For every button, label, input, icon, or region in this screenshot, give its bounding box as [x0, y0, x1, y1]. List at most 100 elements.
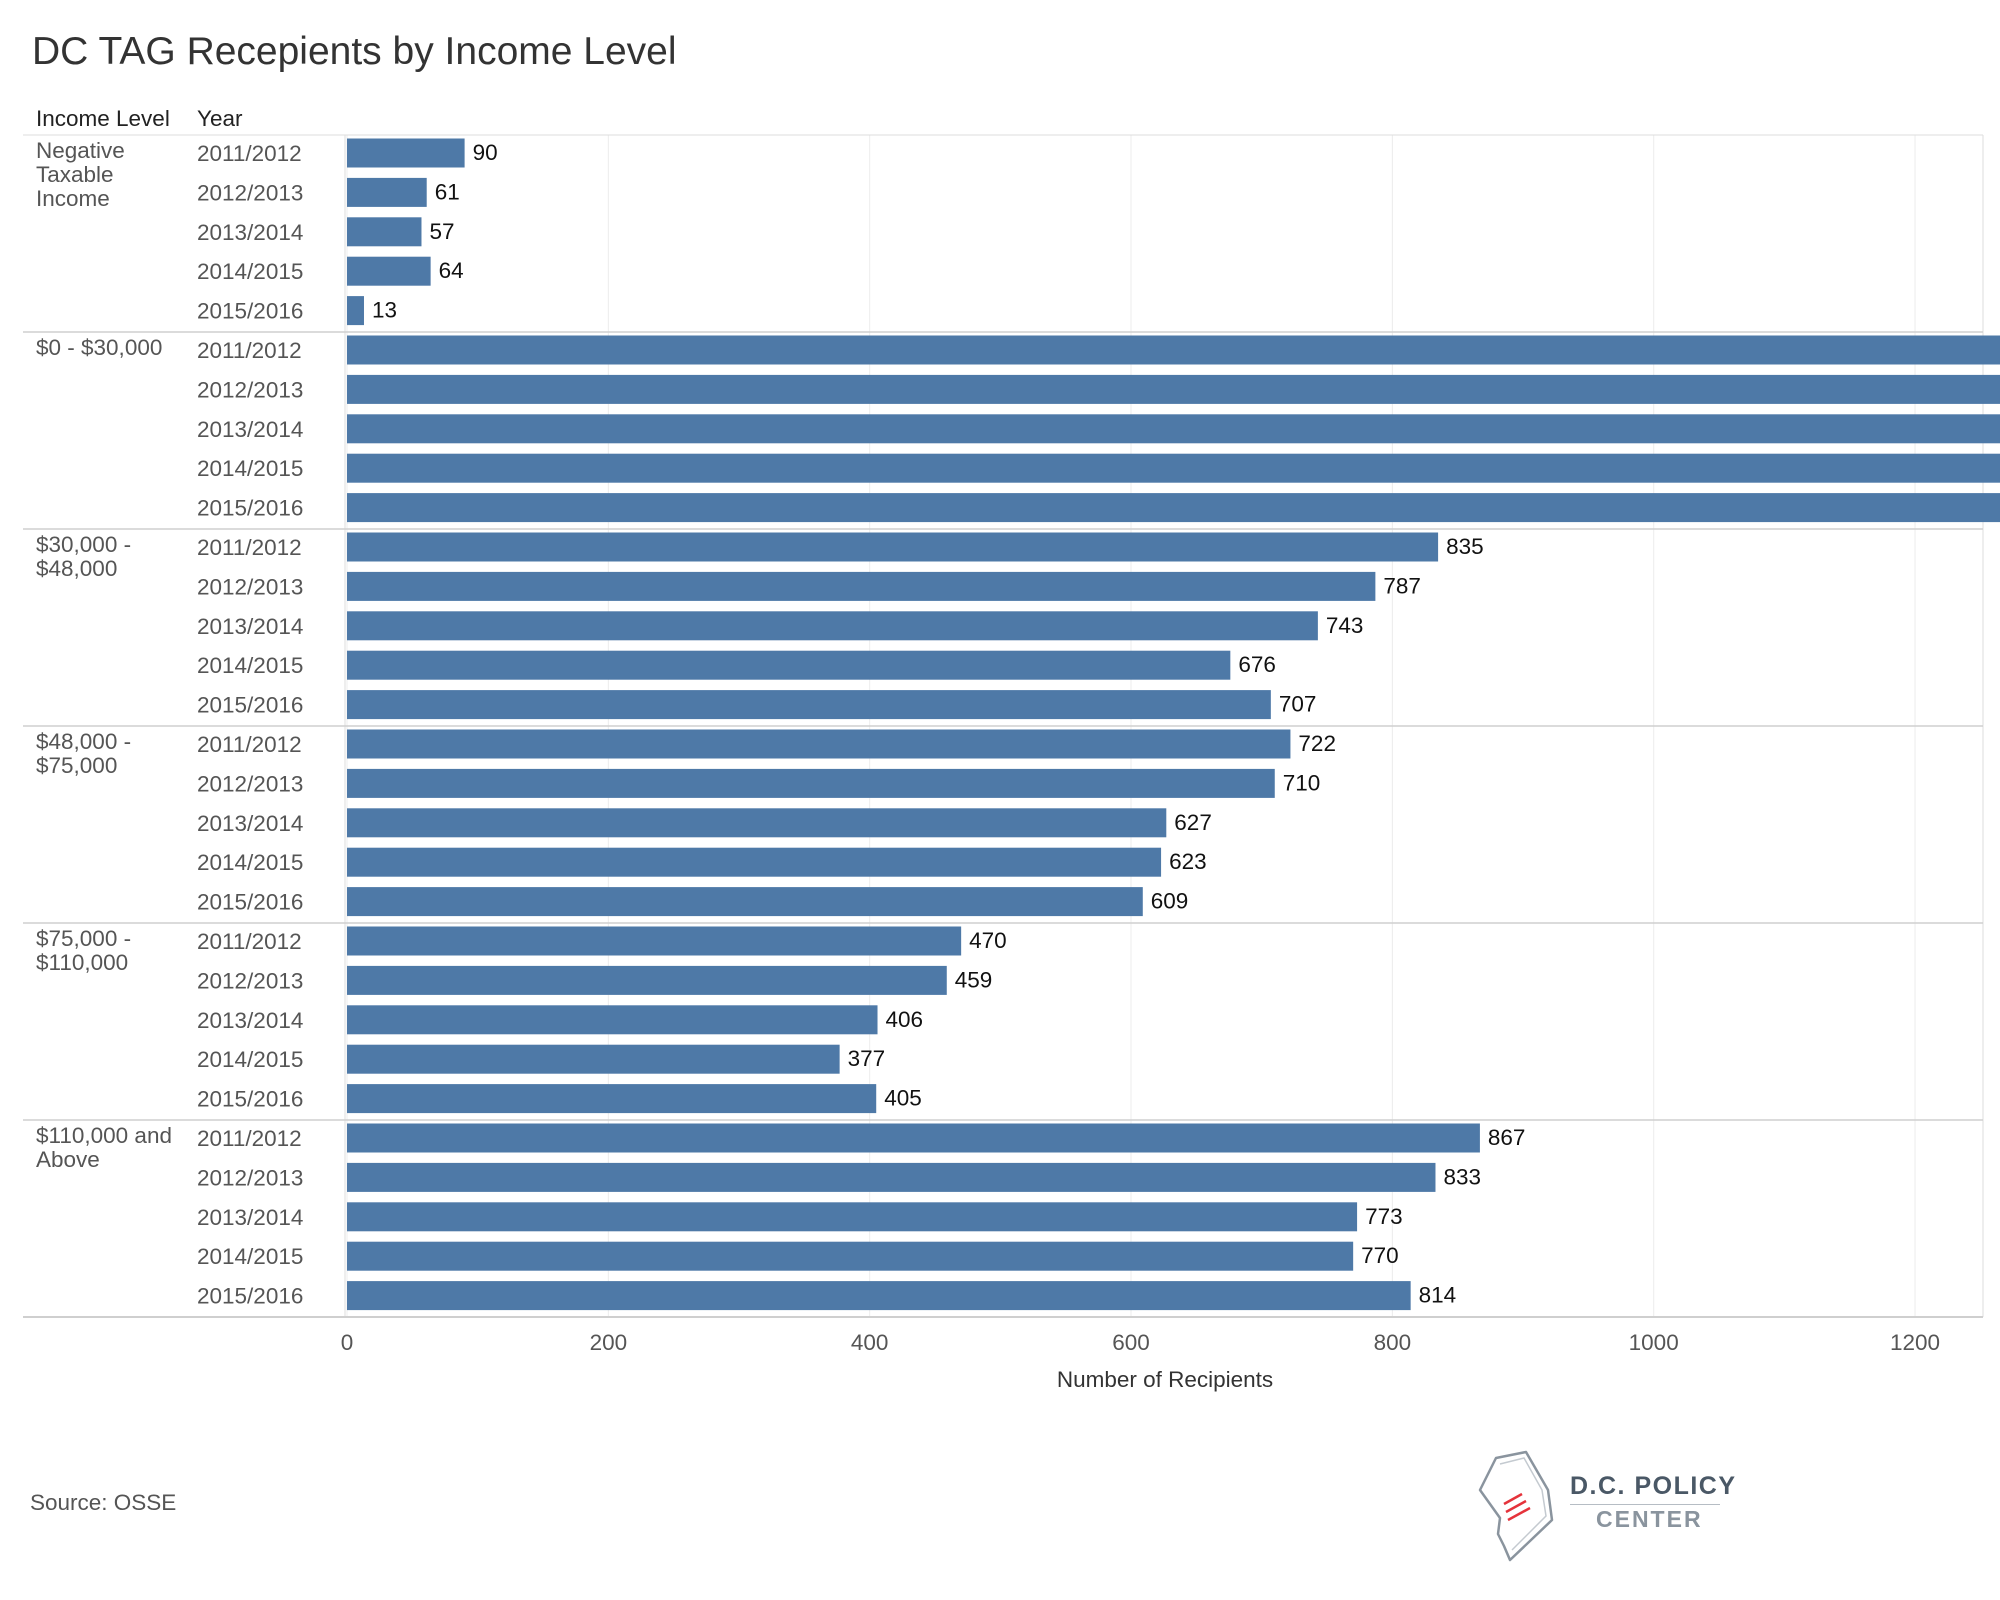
year-label: 2013/2014: [197, 417, 303, 442]
year-label: 2013/2014: [197, 811, 303, 836]
data-label: 787: [1383, 573, 1421, 598]
income-level-header: Income Level: [36, 106, 170, 131]
bar: [347, 926, 962, 956]
data-label: 405: [884, 1086, 922, 1111]
year-label: 2014/2015: [197, 850, 303, 875]
income-level-label: $110,000 and: [36, 1123, 172, 1148]
year-label: 2015/2016: [197, 693, 303, 718]
income-level-label: $75,000: [36, 753, 117, 778]
year-label: 2014/2015: [197, 1047, 303, 1072]
data-label: 722: [1298, 731, 1336, 756]
bar: [347, 1281, 1411, 1311]
income-level-label: Income: [36, 186, 110, 211]
data-label: 623: [1169, 849, 1207, 874]
bar: [347, 177, 427, 207]
logo-text-dc-policy: D.C. POLICY: [1570, 1472, 1737, 1500]
year-label: 2015/2016: [197, 1087, 303, 1112]
year-label: 2012/2013: [197, 1165, 303, 1190]
data-label: 609: [1151, 889, 1189, 914]
income-level-label: $48,000 -: [36, 729, 131, 754]
x-tick-label: 200: [590, 1330, 628, 1355]
year-label: 2013/2014: [197, 614, 303, 639]
data-label: 90: [473, 140, 498, 165]
bar: [347, 1162, 1436, 1192]
year-label: 2012/2013: [197, 771, 303, 796]
income-level-label: $110,000: [36, 950, 128, 975]
year-label: 2011/2012: [197, 732, 302, 757]
year-label: 2012/2013: [197, 968, 303, 993]
year-label: 2012/2013: [197, 377, 303, 402]
year-label: 2012/2013: [197, 574, 303, 599]
chart-title: DC TAG Recepients by Income Level: [32, 30, 677, 73]
data-label: 773: [1365, 1204, 1403, 1229]
bar: [347, 1005, 878, 1035]
bar: [347, 532, 1439, 562]
income-level-label: Negative: [36, 138, 125, 163]
bar: [347, 611, 1318, 641]
data-label: 64: [439, 258, 464, 283]
logo-divider: [1570, 1504, 1720, 1505]
bar: [347, 847, 1162, 877]
year-label: 2011/2012: [197, 929, 302, 954]
x-tick-label: 0: [341, 1330, 354, 1355]
x-tick-label: 600: [1112, 1330, 1150, 1355]
year-label: 2015/2016: [197, 1284, 303, 1309]
bar: [347, 296, 364, 326]
bar: [347, 217, 422, 247]
bar: [347, 768, 1275, 798]
bar: [347, 571, 1376, 601]
logo-text-center: CENTER: [1596, 1506, 1703, 1532]
x-tick-label: 1200: [1890, 1330, 1940, 1355]
bar: [347, 1123, 1480, 1153]
year-label: 2014/2015: [197, 1244, 303, 1269]
bar: [347, 1044, 840, 1074]
year-label: 2015/2016: [197, 299, 303, 324]
data-label: 377: [848, 1046, 886, 1071]
data-label: 743: [1326, 613, 1364, 638]
data-label: 406: [886, 1007, 924, 1032]
data-label: 707: [1279, 692, 1317, 717]
x-tick-label: 400: [851, 1330, 889, 1355]
bar: [347, 256, 431, 286]
income-level-label: Taxable: [36, 162, 114, 187]
year-label: 2011/2012: [197, 338, 302, 363]
bar: [347, 690, 1271, 720]
bar: [347, 335, 2000, 365]
bar: [347, 374, 2000, 404]
source-note: Source: OSSE: [30, 1490, 177, 1515]
year-label: 2013/2014: [197, 1205, 303, 1230]
income-level-label: $75,000 -: [36, 926, 131, 951]
data-label: 627: [1174, 810, 1212, 835]
income-level-label: Above: [36, 1147, 100, 1172]
year-label: 2012/2013: [197, 180, 303, 205]
data-label: 459: [955, 967, 993, 992]
x-axis-title: Number of Recipients: [1057, 1367, 1273, 1392]
bar: [347, 965, 947, 995]
data-label: 676: [1238, 652, 1276, 677]
data-label: 710: [1283, 770, 1321, 795]
income-level-label: $30,000 -: [36, 532, 131, 557]
data-label: 57: [429, 219, 454, 244]
bar: [347, 729, 1291, 759]
year-label: 2014/2015: [197, 456, 303, 481]
bar: [347, 414, 2000, 444]
data-label: 770: [1361, 1243, 1399, 1268]
dc-map-icon: [1478, 1450, 1554, 1562]
bar: [347, 808, 1167, 838]
data-label: 814: [1419, 1283, 1457, 1308]
bar: [347, 138, 465, 168]
year-label: 2015/2016: [197, 890, 303, 915]
dc-policy-center-logo: D.C. POLICY CENTER: [1474, 1450, 1737, 1570]
year-label: 2014/2015: [197, 653, 303, 678]
year-label: 2013/2014: [197, 1008, 303, 1033]
data-label: 867: [1488, 1125, 1526, 1150]
year-label: 2014/2015: [197, 259, 303, 284]
bar: [347, 1202, 1358, 1232]
bar: [347, 493, 2000, 523]
year-label: 2011/2012: [197, 141, 302, 166]
x-tick-label: 1000: [1629, 1330, 1679, 1355]
bar: [347, 453, 2000, 483]
year-header: Year: [197, 106, 243, 131]
x-tick-label: 800: [1374, 1330, 1412, 1355]
